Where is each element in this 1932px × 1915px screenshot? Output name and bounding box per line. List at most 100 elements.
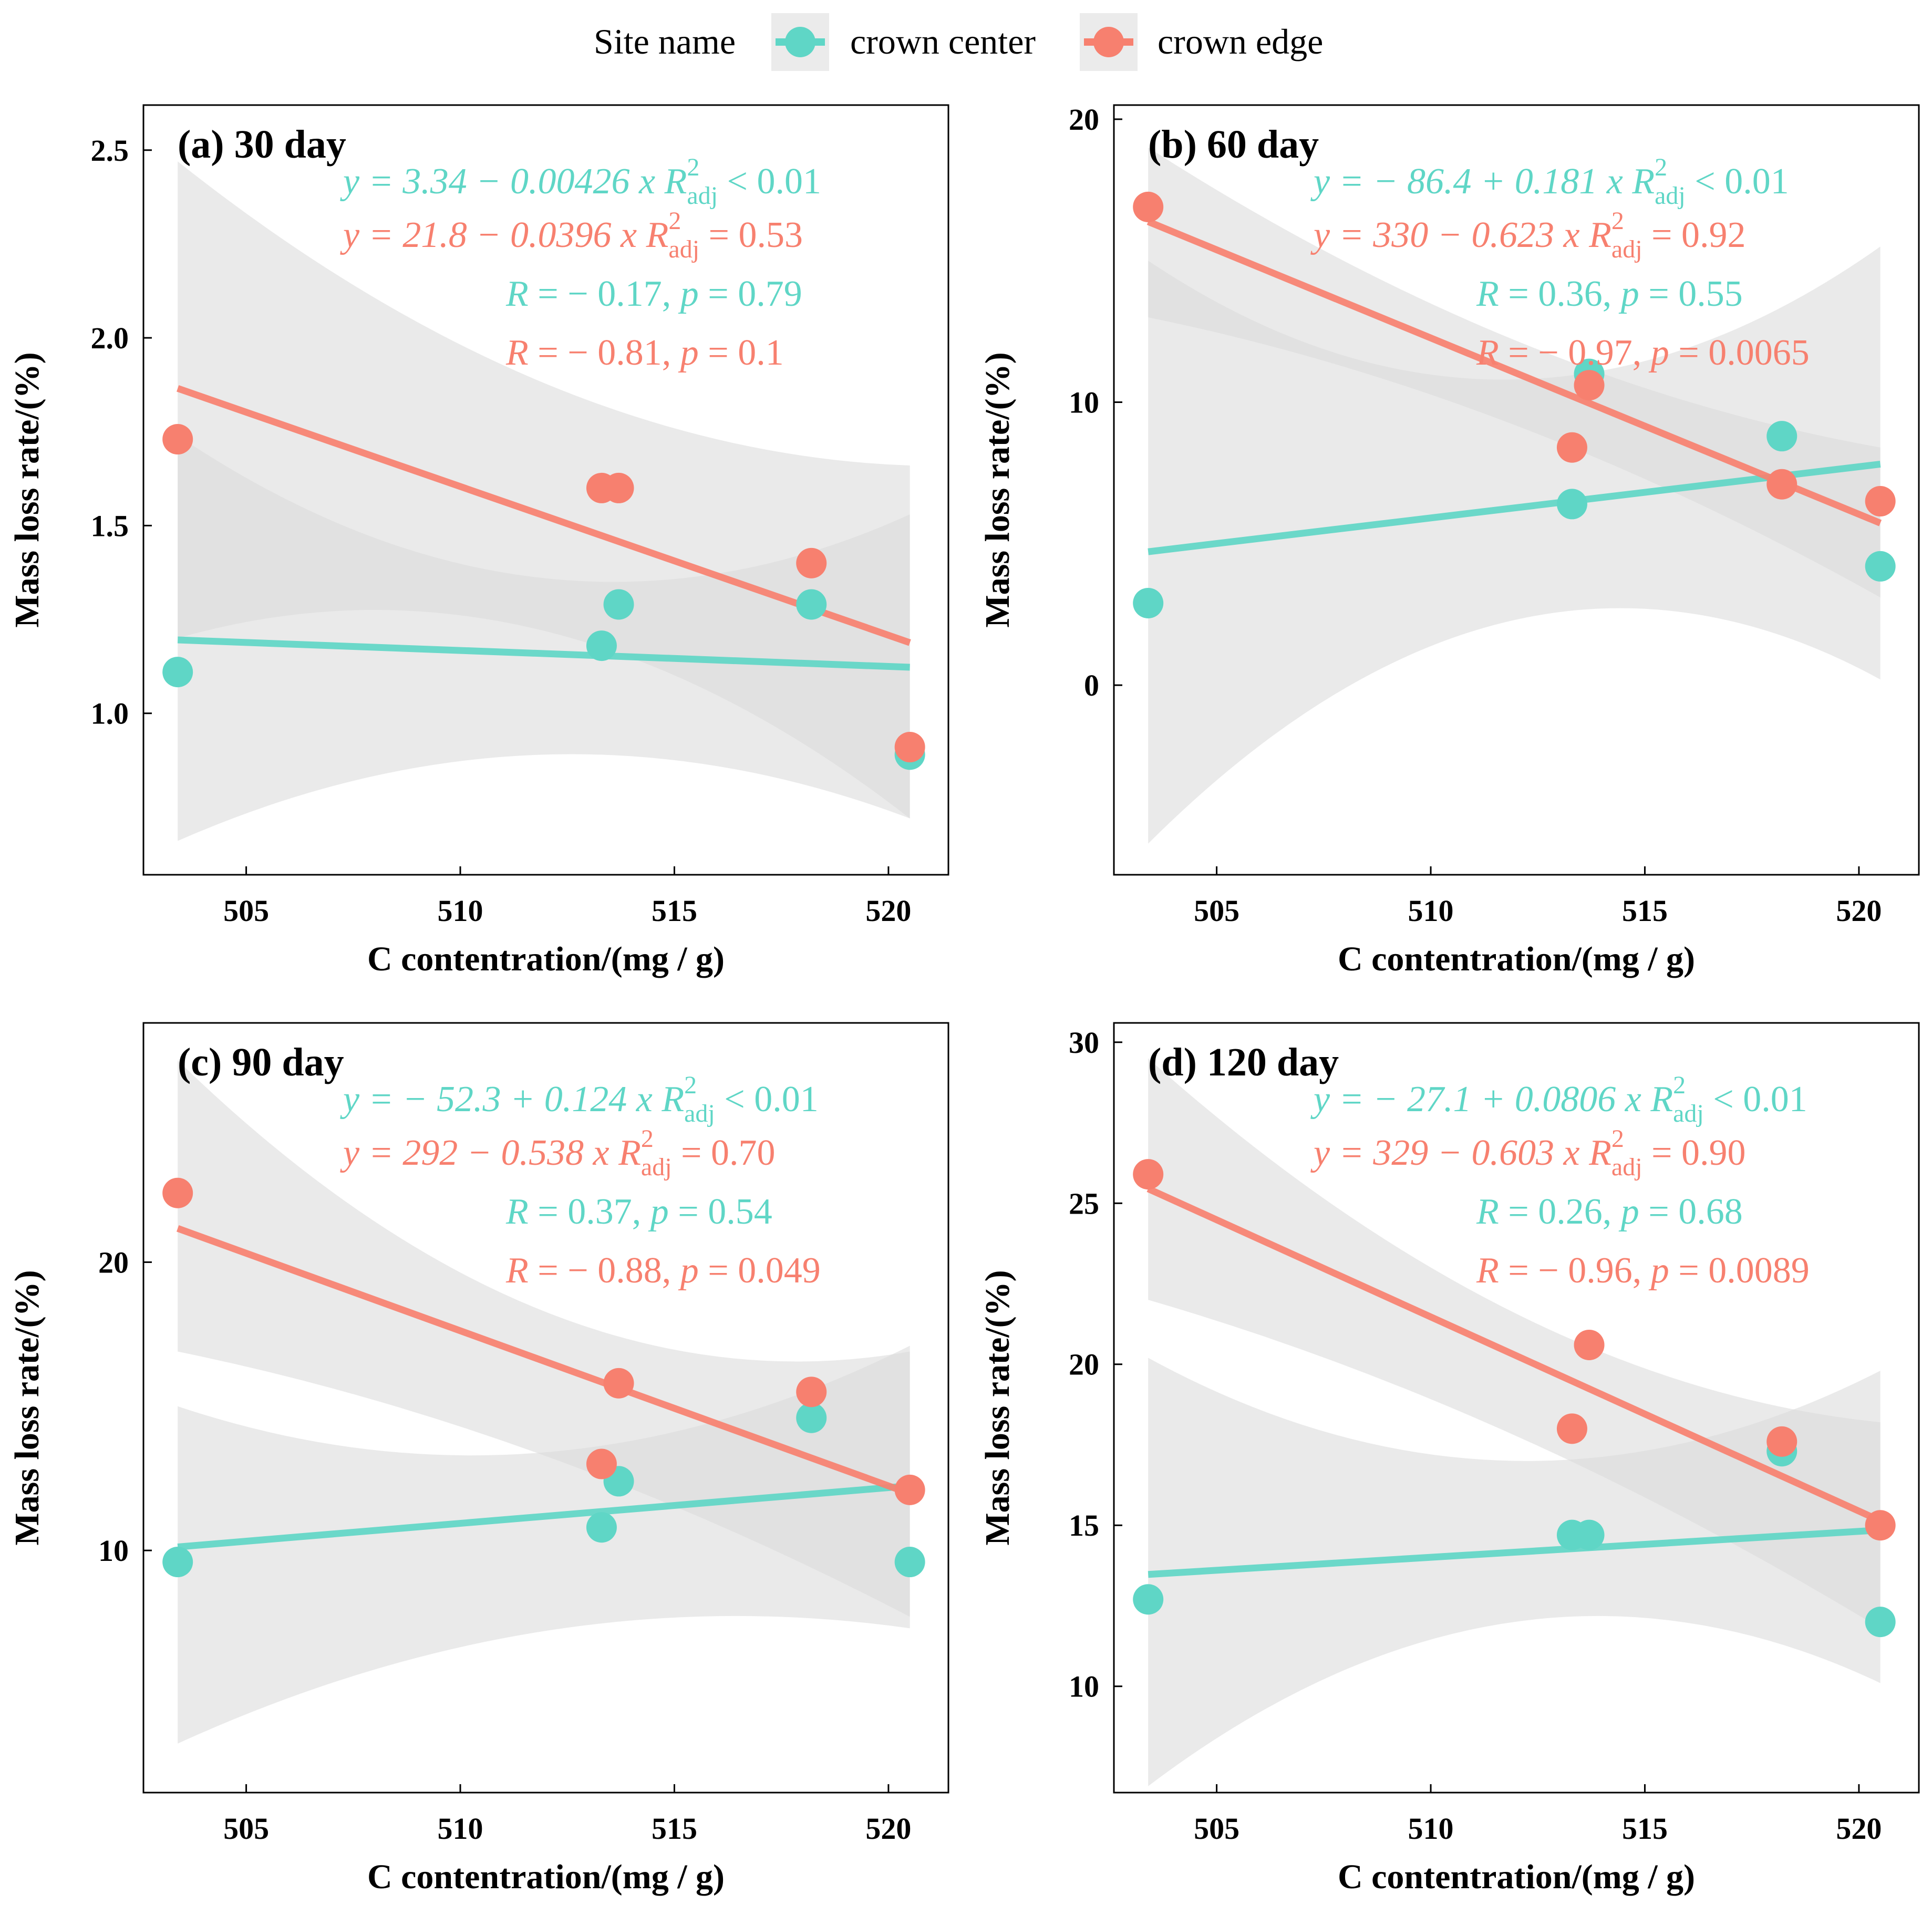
data-point-center (1865, 1607, 1896, 1638)
legend-title: Site name (594, 22, 736, 61)
panel-a: 505 510 515 520 1.0 1.5 2.0 2.5 C contentration/… (8, 104, 949, 978)
panel-title: (a) 30 day (178, 122, 346, 167)
legend-label-edge: crown edge (1158, 22, 1323, 61)
data-point-edge (1574, 1329, 1605, 1360)
fit-line-edge (1146, 218, 1882, 526)
data-point-edge (1133, 1159, 1164, 1190)
data-point-edge (1133, 191, 1164, 222)
correlation-label-edge: R = − 0.96, p = 0.0089 (1476, 1250, 1810, 1291)
data-point-edge (162, 1177, 193, 1208)
x-tick-label: 515 (1622, 894, 1668, 928)
x-tick-label: 515 (652, 894, 697, 928)
plot-frame (1113, 104, 1920, 876)
data-point-center (796, 589, 827, 620)
x-tick-label: 520 (1836, 1812, 1882, 1846)
x-axis-title: C contentration/(mg / g) (1338, 940, 1695, 978)
x-tick-label: 520 (865, 1812, 911, 1846)
y-tick-label: 20 (98, 1245, 129, 1279)
x-tick-label: 505 (1194, 1812, 1239, 1846)
data-point-edge (603, 472, 634, 503)
correlation-label-edge: R = − 0.88, p = 0.049 (505, 1250, 821, 1291)
y-axis-title: Mass loss rate/(%) (978, 352, 1017, 627)
x-tick-label: 520 (1836, 894, 1882, 928)
fit-line-edge (176, 1225, 911, 1497)
data-point-edge (796, 547, 827, 578)
legend: Site name crown center crown edge (594, 13, 1323, 71)
data-point-edge (1865, 1510, 1896, 1541)
y-tick-label: 0 (1084, 668, 1099, 702)
data-point-center (603, 589, 634, 620)
y-axis-title: Mass loss rate/(%) (8, 352, 46, 627)
confidence-band-center (1148, 246, 1881, 844)
plot-frame (142, 1022, 949, 1794)
regression-equation-center: y = − 27.1 + 0.0806 x R2 adj < 0.01 (1310, 1071, 1807, 1127)
panel-d: 505 510 515 520 10 15 20 25 30 C contentration/(m… (978, 1022, 1920, 1896)
x-tick-label: 510 (438, 1812, 483, 1846)
y-tick-label: 10 (1069, 1670, 1099, 1704)
data-point-center (162, 657, 193, 688)
y-tick-label: 2.0 (91, 321, 129, 355)
data-point-center (1865, 551, 1896, 582)
y-tick-label: 20 (1069, 102, 1099, 137)
fit-line-edge (177, 385, 911, 646)
x-tick-label: 505 (223, 894, 269, 928)
data-point-center (1556, 489, 1587, 520)
correlation-label-center: R = − 0.17, p = 0.79 (505, 274, 802, 314)
x-tick-label: 515 (1622, 1812, 1668, 1846)
correlation-label-center: R = 0.26, p = 0.68 (1476, 1192, 1743, 1232)
x-tick-label: 510 (438, 894, 483, 928)
data-point-center (1574, 1519, 1605, 1550)
correlation-label-edge: R = − 0.97, p = 0.0065 (1476, 333, 1810, 373)
x-tick-label: 505 (1194, 894, 1239, 928)
fit-line-center (1148, 461, 1881, 555)
y-axis-title: Mass loss rate/(%) (978, 1270, 1017, 1545)
regression-equation-center: y = 3.34 − 0.00426 x R2 adj < 0.01 (340, 153, 821, 210)
data-point-center (1133, 587, 1164, 618)
data-point-edge (603, 1368, 634, 1399)
confidence-band-edge (178, 161, 910, 819)
data-point-center (1133, 1584, 1164, 1615)
regression-equation-edge: y = 329 − 0.603 x R2 adj = 0.90 (1310, 1125, 1746, 1181)
legend-item-edge[interactable]: crown edge (1080, 13, 1323, 71)
x-axis-title: C contentration/(mg / g) (367, 1858, 725, 1896)
confidence-bands (178, 1060, 910, 1744)
regression-equation-center: y = − 52.3 + 0.124 x R2 adj < 0.01 (340, 1071, 819, 1127)
confidence-band-edge (178, 1060, 910, 1617)
data-point-edge (586, 1448, 617, 1479)
confidence-bands (1148, 1058, 1881, 1786)
data-point-edge (162, 424, 193, 455)
data-point-edge (1766, 469, 1797, 500)
data-point-edge (796, 1376, 827, 1407)
y-tick-label: 1.0 (91, 697, 129, 731)
fit-line-center (1148, 1526, 1881, 1578)
data-point-center (1766, 421, 1797, 452)
regression-equation-edge: y = 292 − 0.538 x R2 adj = 0.70 (340, 1125, 776, 1181)
y-tick-label: 15 (1069, 1508, 1099, 1543)
y-tick-label: 10 (1069, 386, 1099, 420)
data-point-edge (1766, 1426, 1797, 1457)
regression-equation-edge: y = 330 − 0.623 x R2 adj = 0.92 (1310, 207, 1746, 263)
x-tick-label: 510 (1408, 894, 1454, 928)
data-point-edge (894, 1474, 925, 1505)
y-tick-label: 2.5 (91, 133, 129, 168)
legend-item-center[interactable]: crown center (771, 13, 1036, 71)
x-tick-label: 510 (1408, 1812, 1454, 1846)
data-point-center (162, 1547, 193, 1578)
data-point-edge (1556, 432, 1587, 463)
data-point-center (894, 1547, 925, 1578)
x-tick-label: 520 (865, 894, 911, 928)
data-point-center (796, 1402, 827, 1433)
legend-label-center: crown center (850, 22, 1036, 61)
correlation-label-center: R = 0.36, p = 0.55 (1476, 274, 1743, 314)
data-point-center (586, 1512, 617, 1543)
fit-line-edge (1146, 1185, 1882, 1524)
plot-frame (142, 104, 949, 876)
x-axis-title: C contentration/(mg / g) (367, 940, 725, 978)
x-axis-title: C contentration/(mg / g) (1338, 1858, 1695, 1896)
regression-equation-edge: y = 21.8 − 0.0396 x R2 adj = 0.53 (340, 207, 803, 263)
confidence-bands (178, 161, 910, 841)
panel-c: 505 510 515 520 10 20 C contentration/(mg / g)… (8, 1022, 949, 1896)
y-tick-label: 25 (1069, 1186, 1099, 1220)
